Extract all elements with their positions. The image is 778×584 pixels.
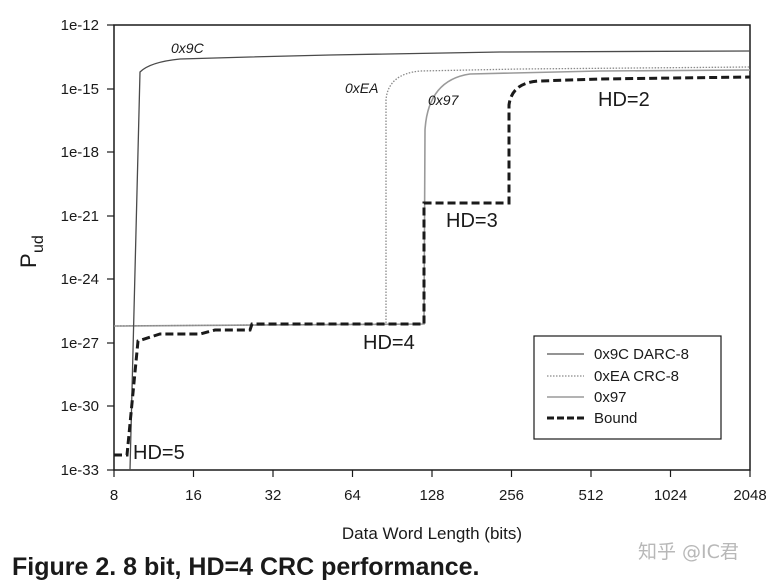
legend-label-0x9c: 0x9C DARC-8	[594, 346, 689, 363]
y-tick-label: 1e-15	[61, 81, 99, 98]
figure-caption: Figure 2. 8 bit, HD=4 CRC performance.	[12, 553, 480, 581]
watermark: 知乎 @IC君	[638, 541, 739, 563]
x-tick-label: 32	[265, 487, 282, 504]
series-label-0x9c: 0x9C	[171, 40, 205, 56]
y-tick-label: 1e-18	[61, 144, 99, 161]
y-tick-label: 1e-12	[61, 17, 99, 34]
series-0x97-line	[113, 69, 751, 327]
y-axis-title: P ud	[16, 235, 47, 268]
series-0xea-line	[113, 66, 751, 327]
y-tick-label: 1e-27	[61, 335, 99, 352]
x-tick-label: 128	[419, 487, 444, 504]
annotation-hd2: HD=2	[598, 89, 650, 111]
y-tick-labels: 1e-12 1e-15 1e-18 1e-21 1e-24 1e-27 1e-3…	[61, 17, 99, 479]
annotation-hd5: HD=5	[133, 442, 185, 464]
y-tick-label: 1e-30	[61, 398, 99, 415]
y-axis	[107, 24, 114, 471]
x-tick-label: 16	[185, 487, 202, 504]
legend: 0x9C DARC-8 0xEA CRC-8 0x97 Bound	[533, 335, 722, 440]
y-tick-label: 1e-24	[61, 271, 99, 288]
y-tick-label: 1e-33	[61, 462, 99, 479]
series-0x9c-line	[129, 50, 751, 471]
y-tick-label: 1e-21	[61, 208, 99, 225]
legend-label-bound: Bound	[594, 410, 637, 427]
legend-label-0x97: 0x97	[594, 389, 627, 406]
series-label-0x97: 0x97	[428, 92, 460, 108]
annotation-hd4: HD=4	[363, 332, 415, 354]
x-tick-label: 64	[344, 487, 361, 504]
annotation-hd3: HD=3	[446, 210, 498, 232]
legend-label-0xea: 0xEA CRC-8	[594, 368, 679, 385]
x-tick-label: 2048	[733, 487, 766, 504]
y-axis-title-subscript: ud	[30, 235, 47, 253]
series-bound-line	[114, 75, 751, 457]
x-axis-title: Data Word Length (bits)	[342, 524, 522, 543]
x-tick-labels: 8 16 32 64 128 256 512 1024 2048	[110, 487, 767, 504]
x-tick-label: 8	[110, 487, 118, 504]
x-tick-label: 512	[578, 487, 603, 504]
series-label-0xea: 0xEA	[345, 80, 378, 96]
y-axis-title-main: P	[16, 253, 41, 268]
x-tick-label: 256	[499, 487, 524, 504]
x-tick-label: 1024	[654, 487, 687, 504]
x-axis	[113, 470, 751, 477]
